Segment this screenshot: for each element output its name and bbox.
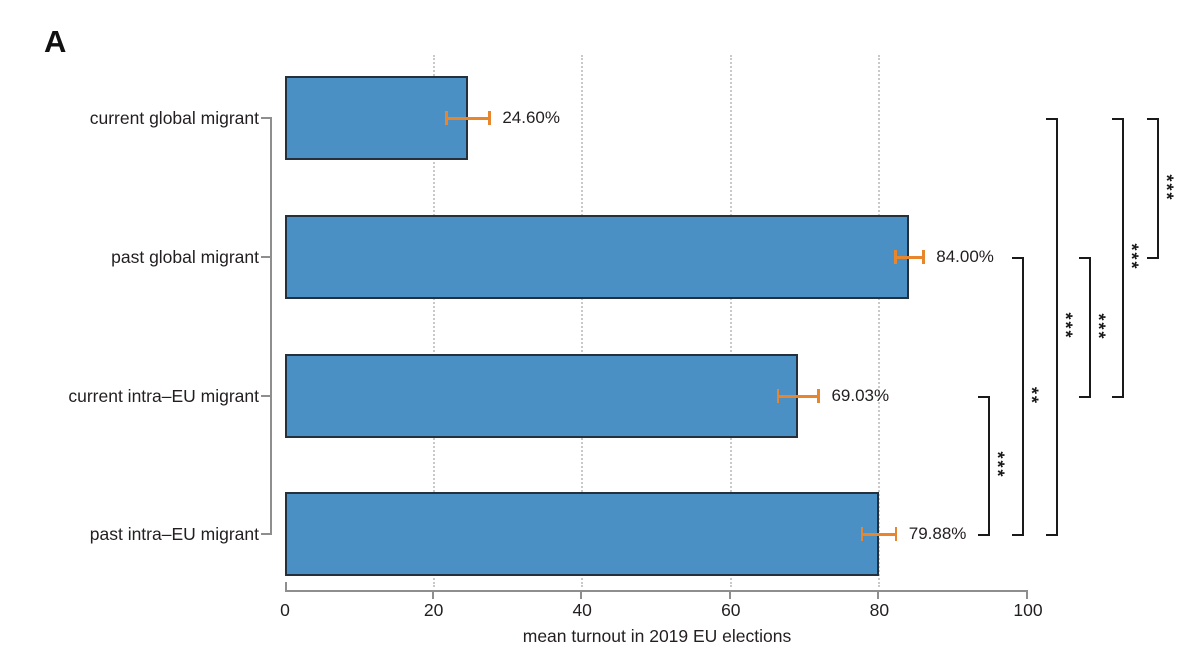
error-bar-cap (860, 527, 864, 541)
significance-bracket-cap (978, 396, 990, 398)
significance-bracket-cap (1012, 534, 1024, 536)
significance-bracket-line (1122, 118, 1124, 398)
significance-label: *** (987, 451, 1008, 479)
significance-bracket-cap (1147, 257, 1159, 259)
significance-label: *** (1088, 312, 1109, 341)
error-bar-cap (817, 389, 820, 403)
gridline (878, 55, 881, 587)
category-label: current intra–EU migrant (68, 386, 259, 406)
bar (285, 354, 798, 438)
y-axis-line (270, 118, 272, 534)
x-tick-label: 20 (423, 600, 444, 620)
value-label: 24.60% (502, 108, 560, 127)
x-axis-tick (1026, 590, 1028, 599)
gridline (729, 55, 732, 587)
significance-bracket-cap (1112, 118, 1124, 120)
x-axis-title: mean turnout in 2019 EU elections (522, 626, 792, 646)
value-label: 84.00% (936, 247, 994, 266)
error-bar-line (861, 533, 896, 536)
x-tick-label: 100 (1013, 600, 1043, 620)
category-label: past global migrant (111, 247, 259, 267)
significance-bracket-line (1056, 118, 1058, 536)
error-bar-cap (488, 111, 491, 125)
significance-bracket-line (988, 396, 990, 536)
category-tick (261, 256, 272, 258)
error-bar-cap (445, 111, 448, 125)
significance-label: ** (1021, 386, 1042, 405)
significance-label: *** (1156, 173, 1177, 202)
significance-bracket-cap (1079, 396, 1091, 398)
x-axis-line (285, 590, 1028, 592)
significance-bracket-cap (1079, 257, 1091, 259)
significance-bracket-line (1022, 257, 1024, 536)
x-axis-endcap (285, 582, 287, 590)
gridline (432, 55, 435, 587)
x-tick-label: 80 (869, 600, 890, 620)
error-bar-cap (776, 389, 780, 403)
category-label: past intra–EU migrant (89, 524, 259, 544)
significance-bracket-cap (1046, 534, 1058, 536)
significance-bracket-cap (1147, 118, 1159, 120)
bar (285, 492, 879, 576)
x-axis-tick (877, 590, 880, 599)
error-bar-line (446, 117, 490, 120)
x-tick-label: 60 (721, 600, 741, 620)
x-tick-label: 40 (572, 600, 592, 620)
value-label: 79.88% (908, 524, 967, 543)
significance-bracket-cap (1046, 118, 1058, 120)
x-axis-tick (728, 590, 731, 599)
error-bar-cap (922, 250, 925, 264)
x-axis-tick (580, 590, 583, 599)
error-bar-line (895, 256, 924, 259)
x-axis-tick (431, 590, 434, 599)
significance-bracket-cap (1112, 396, 1124, 398)
panel-label: A (44, 24, 67, 59)
category-label: current global migrant (89, 108, 259, 128)
category-tick (261, 117, 272, 119)
significance-bracket-cap (1012, 257, 1024, 259)
gridline (581, 55, 584, 587)
significance-label: *** (1055, 312, 1076, 340)
significance-bracket-line (1089, 257, 1091, 398)
bar (285, 76, 468, 160)
category-tick (261, 395, 272, 397)
error-bar-cap (894, 250, 897, 264)
x-tick-label: 0 (280, 600, 290, 620)
error-bar-line (777, 395, 819, 398)
significance-label: *** (1121, 243, 1142, 271)
error-bar-cap (894, 527, 898, 541)
significance-bracket-line (1157, 118, 1159, 259)
category-tick (261, 533, 272, 535)
value-label: 69.03% (831, 386, 890, 405)
significance-bracket-cap (978, 534, 990, 536)
bar (285, 215, 909, 299)
